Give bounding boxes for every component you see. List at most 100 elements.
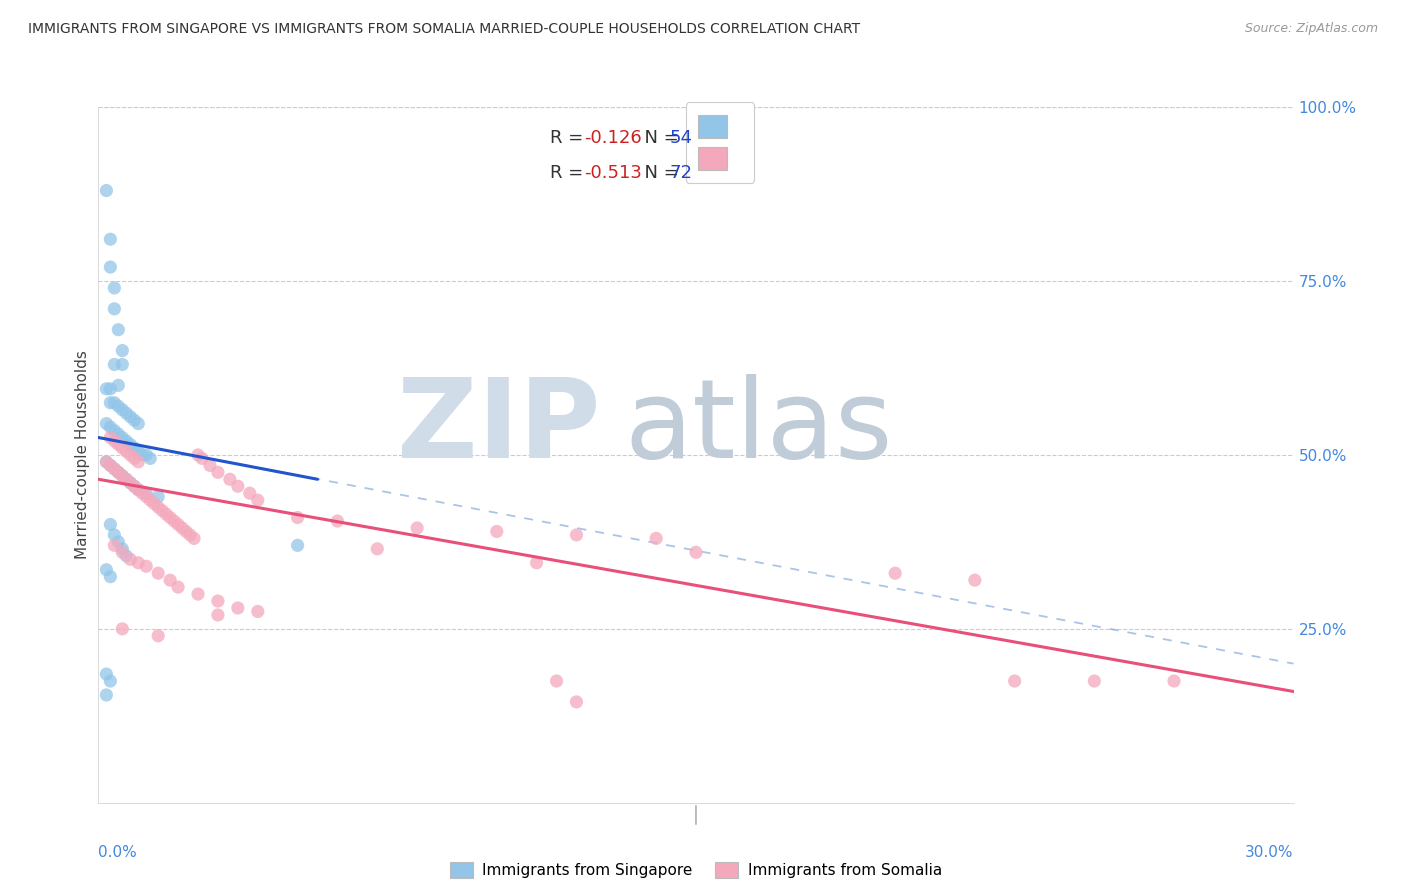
- Point: [103, 538, 125, 552]
- Text: atlas: atlas: [624, 374, 893, 481]
- Point: [111, 441, 134, 455]
- Point: [111, 468, 134, 483]
- Point: [103, 424, 125, 438]
- Point: [96, 455, 118, 469]
- Point: [239, 486, 262, 500]
- Point: [103, 358, 125, 372]
- Point: [565, 695, 588, 709]
- Point: [100, 570, 122, 584]
- Point: [135, 486, 157, 500]
- Point: [187, 448, 209, 462]
- Text: -0.513: -0.513: [583, 164, 641, 182]
- Point: [103, 281, 125, 295]
- Point: [127, 444, 149, 458]
- Text: 30.0%: 30.0%: [1246, 845, 1294, 860]
- Text: N =: N =: [633, 164, 685, 182]
- Point: [127, 417, 149, 431]
- Point: [96, 688, 118, 702]
- Point: [167, 517, 190, 532]
- Point: [111, 343, 134, 358]
- Point: [96, 563, 118, 577]
- Point: [148, 629, 170, 643]
- Point: [127, 455, 149, 469]
- Point: [111, 358, 134, 372]
- Point: [131, 486, 153, 500]
- Point: [115, 444, 138, 458]
- Point: [96, 417, 118, 431]
- Point: [100, 232, 122, 246]
- Text: Source: ZipAtlas.com: Source: ZipAtlas.com: [1244, 22, 1378, 36]
- Point: [124, 451, 146, 466]
- Point: [326, 514, 349, 528]
- Point: [124, 479, 146, 493]
- Point: [100, 420, 122, 434]
- Text: 0.0%: 0.0%: [98, 845, 138, 860]
- Point: [111, 545, 134, 559]
- Point: [107, 378, 129, 392]
- Point: [174, 524, 197, 539]
- Point: [120, 437, 142, 451]
- Point: [148, 490, 170, 504]
- Point: [135, 490, 157, 504]
- Point: [884, 566, 907, 581]
- Point: [366, 541, 388, 556]
- Text: IMMIGRANTS FROM SINGAPORE VS IMMIGRANTS FROM SOMALIA MARRIED-COUPLE HOUSEHOLDS C: IMMIGRANTS FROM SINGAPORE VS IMMIGRANTS …: [28, 22, 860, 37]
- Text: R =: R =: [550, 164, 589, 182]
- Text: N =: N =: [633, 129, 685, 147]
- Point: [103, 434, 125, 448]
- Point: [124, 441, 146, 455]
- Point: [127, 556, 149, 570]
- Point: [148, 566, 170, 581]
- Point: [685, 545, 707, 559]
- Point: [111, 431, 134, 445]
- Point: [107, 437, 129, 451]
- Point: [107, 427, 129, 442]
- Point: [96, 382, 118, 396]
- Point: [100, 517, 122, 532]
- Point: [1083, 674, 1105, 689]
- Point: [287, 538, 309, 552]
- Point: [103, 396, 125, 410]
- Point: [645, 532, 668, 546]
- Point: [1004, 674, 1026, 689]
- Point: [107, 399, 129, 413]
- Point: [546, 674, 568, 689]
- Point: [139, 451, 162, 466]
- Point: [187, 587, 209, 601]
- Point: [124, 479, 146, 493]
- Point: [100, 458, 122, 473]
- Point: [246, 493, 269, 508]
- Point: [226, 601, 249, 615]
- Point: [120, 552, 142, 566]
- Point: [100, 431, 122, 445]
- Point: [159, 510, 181, 524]
- Point: [103, 462, 125, 476]
- Point: [111, 622, 134, 636]
- Point: [143, 497, 166, 511]
- Point: [115, 549, 138, 563]
- Point: [115, 472, 138, 486]
- Point: [103, 462, 125, 476]
- Point: [100, 382, 122, 396]
- Point: [163, 514, 186, 528]
- Point: [179, 528, 201, 542]
- Point: [96, 455, 118, 469]
- Point: [96, 184, 118, 198]
- Text: ZIP: ZIP: [396, 374, 600, 481]
- Point: [219, 472, 242, 486]
- Point: [111, 541, 134, 556]
- Point: [103, 301, 125, 316]
- Point: [103, 528, 125, 542]
- Point: [107, 466, 129, 480]
- Point: [148, 500, 170, 514]
- Point: [155, 507, 177, 521]
- Point: [526, 556, 548, 570]
- Point: [120, 448, 142, 462]
- Point: [127, 483, 149, 497]
- Text: -0.126: -0.126: [583, 129, 641, 147]
- Point: [485, 524, 508, 539]
- Point: [120, 475, 142, 490]
- Point: [135, 559, 157, 574]
- Point: [96, 667, 118, 681]
- Point: [565, 528, 588, 542]
